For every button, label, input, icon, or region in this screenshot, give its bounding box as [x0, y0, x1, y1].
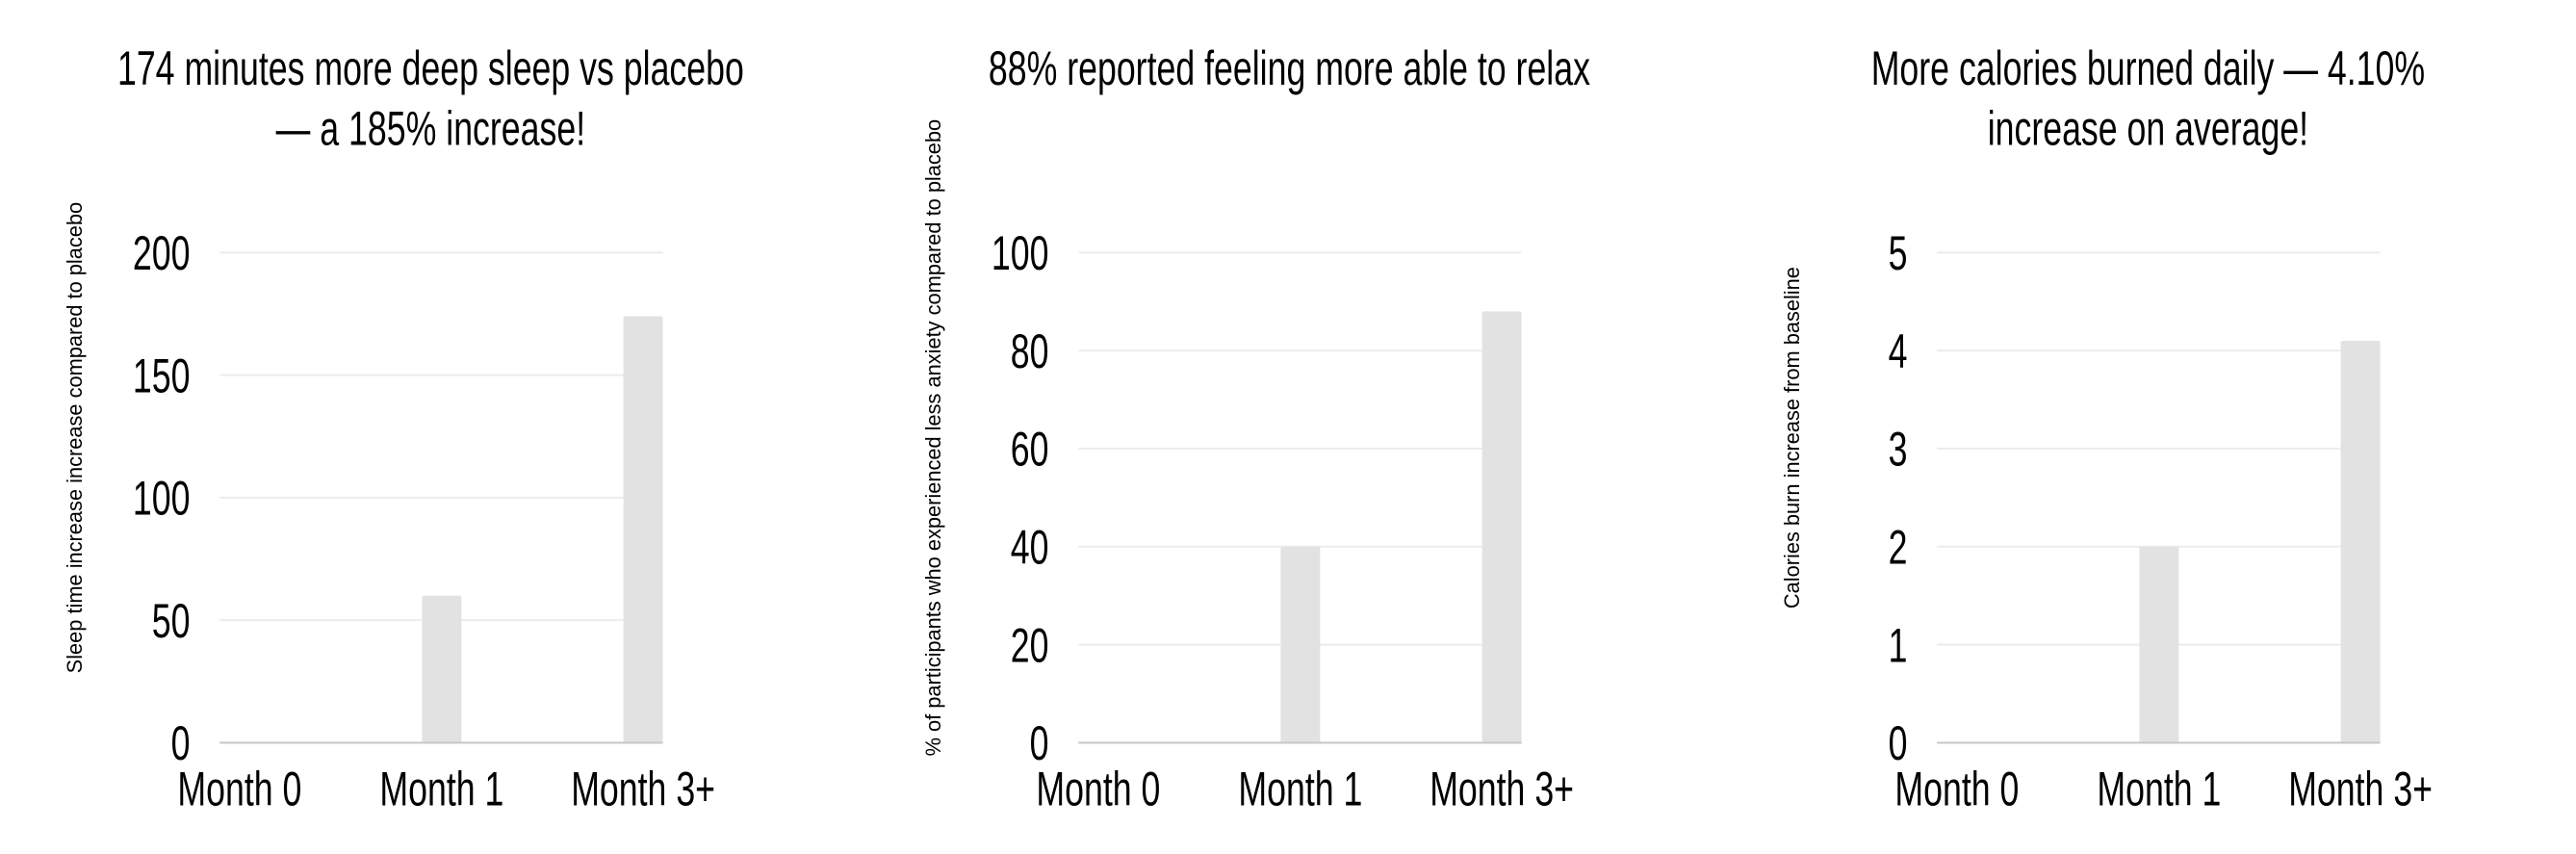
svg-text:1: 1: [1889, 620, 1908, 673]
svg-text:20: 20: [1011, 620, 1049, 673]
svg-text:5: 5: [1889, 227, 1908, 280]
svg-text:Month 1: Month 1: [1238, 763, 1362, 816]
svg-text:100: 100: [992, 227, 1049, 280]
svg-text:Month 1: Month 1: [2097, 763, 2221, 816]
svg-text:0: 0: [1030, 717, 1049, 770]
svg-text:Month 0: Month 0: [1036, 763, 1160, 816]
svg-text:% of participants who experien: % of participants who experienced less a…: [921, 119, 945, 757]
svg-text:100: 100: [133, 473, 191, 526]
svg-text:200: 200: [133, 227, 191, 280]
svg-text:Month 0: Month 0: [177, 763, 301, 816]
svg-text:88% reported feeling more able: 88% reported feeling more able to relax: [989, 42, 1590, 95]
svg-text:4: 4: [1889, 325, 1908, 378]
svg-text:Month 3+: Month 3+: [1430, 763, 1574, 816]
svg-text:Month 0: Month 0: [1894, 763, 2019, 816]
svg-text:increase on average!: increase on average!: [1988, 103, 2308, 156]
svg-text:0: 0: [171, 717, 191, 770]
svg-text:Month 3+: Month 3+: [571, 763, 715, 816]
svg-text:60: 60: [1011, 424, 1049, 477]
svg-text:Month 1: Month 1: [379, 763, 503, 816]
svg-text:Sleep time increase increase c: Sleep time increase increase compared to…: [63, 202, 87, 673]
svg-text:3: 3: [1889, 424, 1908, 477]
svg-text:2: 2: [1889, 522, 1908, 575]
svg-text:0: 0: [1889, 717, 1908, 770]
svg-text:80: 80: [1011, 325, 1049, 378]
svg-text:— a 185% increase!: — a 185% increase!: [276, 103, 585, 156]
svg-text:40: 40: [1011, 522, 1049, 575]
svg-text:174 minutes more deep sleep vs: 174 minutes more deep sleep vs placebo: [117, 42, 744, 95]
svg-text:More calories burned daily — 4: More calories burned daily — 4.10%: [1871, 42, 2425, 95]
svg-text:Calories burn increase from ba: Calories burn increase from baseline: [1780, 267, 1804, 608]
svg-text:150: 150: [133, 350, 191, 403]
svg-text:50: 50: [152, 595, 191, 648]
svg-text:Month 3+: Month 3+: [2288, 763, 2433, 816]
